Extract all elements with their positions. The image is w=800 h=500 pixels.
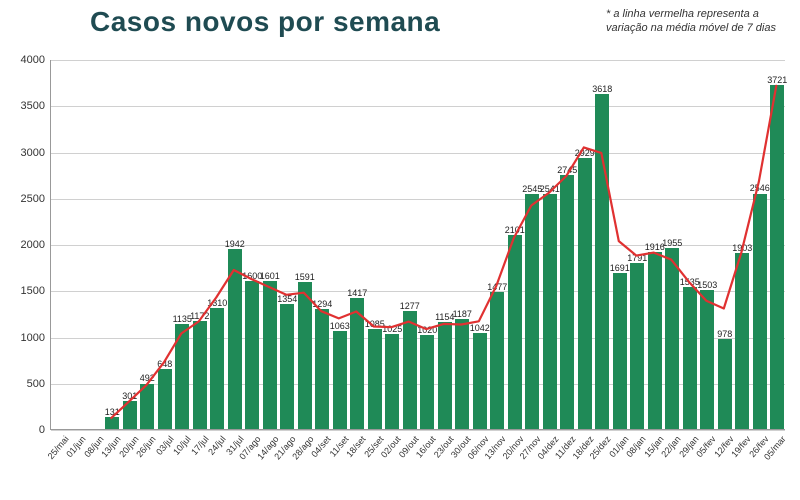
bar-value-label: 1903 bbox=[732, 243, 752, 253]
bar bbox=[385, 334, 399, 429]
bar-value-label: 1135 bbox=[173, 314, 192, 324]
y-axis-tick: 4000 bbox=[9, 54, 45, 66]
bar-value-label: 3618 bbox=[592, 84, 612, 94]
bar-value-label: 1591 bbox=[295, 272, 315, 282]
x-axis-tick: 17/jul bbox=[189, 434, 210, 457]
bar bbox=[490, 292, 504, 429]
bar bbox=[140, 384, 154, 430]
bar bbox=[403, 311, 417, 429]
bar bbox=[210, 308, 224, 429]
y-axis-tick: 500 bbox=[9, 378, 45, 390]
bar-value-label: 1025 bbox=[382, 324, 402, 334]
bar bbox=[508, 235, 522, 429]
y-axis-tick: 2000 bbox=[9, 239, 45, 251]
bar bbox=[298, 282, 312, 429]
bar-value-label: 648 bbox=[157, 359, 172, 369]
bar-value-label: 1691 bbox=[610, 263, 630, 273]
bar bbox=[438, 322, 452, 429]
bar bbox=[735, 253, 749, 429]
grid-line bbox=[51, 60, 785, 61]
bar-value-label: 1791 bbox=[627, 253, 647, 263]
bar-value-label: 1042 bbox=[470, 323, 490, 333]
bar-value-label: 1187 bbox=[453, 309, 472, 319]
chart-area: 0500100015002000250030003500400025/mai01… bbox=[50, 60, 785, 430]
grid-line bbox=[51, 199, 785, 200]
bar-value-label: 2546 bbox=[750, 183, 770, 193]
y-axis-tick: 3500 bbox=[9, 100, 45, 112]
bar bbox=[595, 94, 609, 429]
bar-value-label: 3721 bbox=[767, 75, 787, 85]
bar-value-label: 1503 bbox=[697, 280, 717, 290]
bar bbox=[228, 249, 242, 429]
bar bbox=[315, 309, 329, 429]
bar bbox=[718, 339, 732, 429]
bar bbox=[613, 273, 627, 429]
y-axis-tick: 0 bbox=[9, 424, 45, 436]
bar bbox=[473, 333, 487, 429]
bar bbox=[665, 248, 679, 429]
bar-value-label: 1277 bbox=[400, 301, 420, 311]
bar-value-label: 978 bbox=[717, 329, 732, 339]
bar bbox=[525, 194, 539, 429]
bar bbox=[105, 417, 119, 429]
bar bbox=[700, 290, 714, 429]
bar-value-label: 492 bbox=[140, 373, 155, 383]
bar-value-label: 1310 bbox=[207, 298, 227, 308]
bar-value-label: 1172 bbox=[190, 311, 209, 321]
bar-value-label: 1955 bbox=[662, 238, 682, 248]
bar-value-label: 131 bbox=[105, 407, 120, 417]
bar bbox=[455, 319, 469, 429]
bar bbox=[368, 329, 382, 429]
x-axis-tick: 24/jul bbox=[206, 434, 227, 457]
bar bbox=[578, 158, 592, 429]
bar-value-label: 2541 bbox=[540, 184, 560, 194]
bar-value-label: 1417 bbox=[347, 288, 367, 298]
bar bbox=[280, 304, 294, 429]
bar-value-label: 1020 bbox=[417, 325, 437, 335]
chart-footnote: * a linha vermelha representa a variação… bbox=[606, 8, 786, 36]
bar-value-label: 301 bbox=[122, 391, 137, 401]
bar bbox=[193, 321, 207, 429]
bar-value-label: 2101 bbox=[505, 225, 525, 235]
bar bbox=[123, 401, 137, 429]
grid-line bbox=[51, 153, 785, 154]
bar bbox=[753, 194, 767, 430]
bar bbox=[560, 175, 574, 429]
bar bbox=[648, 252, 662, 429]
bar-value-label: 1154 bbox=[435, 312, 454, 322]
x-axis-tick: 25/mai bbox=[45, 434, 70, 461]
bar bbox=[683, 287, 697, 429]
bar-value-label: 2745 bbox=[557, 165, 577, 175]
chart-container: { "title": "Casos novos por semana", "ti… bbox=[0, 0, 800, 500]
y-axis-tick: 1500 bbox=[9, 285, 45, 297]
bar-value-label: 2929 bbox=[575, 148, 595, 158]
y-axis-tick: 1000 bbox=[9, 332, 45, 344]
bar bbox=[420, 335, 434, 429]
bar bbox=[543, 194, 557, 429]
bar-value-label: 1601 bbox=[260, 271, 280, 281]
bar-value-label: 1477 bbox=[487, 282, 507, 292]
bar bbox=[630, 263, 644, 429]
bar-value-label: 1063 bbox=[330, 321, 350, 331]
x-axis-tick: 10/jul bbox=[171, 434, 192, 457]
bar bbox=[333, 331, 347, 429]
bar bbox=[158, 369, 172, 429]
chart-title: Casos novos por semana bbox=[90, 6, 440, 38]
bar-value-label: 1354 bbox=[277, 294, 297, 304]
bar bbox=[175, 324, 189, 429]
bar bbox=[770, 85, 784, 429]
grid-line bbox=[51, 430, 785, 431]
grid-line bbox=[51, 106, 785, 107]
bar bbox=[245, 281, 259, 429]
bar-value-label: 1294 bbox=[312, 299, 332, 309]
y-axis-tick: 3000 bbox=[9, 147, 45, 159]
x-axis-tick: 03/jul bbox=[154, 434, 175, 457]
bar-value-label: 1942 bbox=[225, 239, 245, 249]
bar bbox=[350, 298, 364, 429]
y-axis-tick: 2500 bbox=[9, 193, 45, 205]
bar bbox=[263, 281, 277, 429]
plot-area: 0500100015002000250030003500400025/mai01… bbox=[50, 60, 785, 430]
